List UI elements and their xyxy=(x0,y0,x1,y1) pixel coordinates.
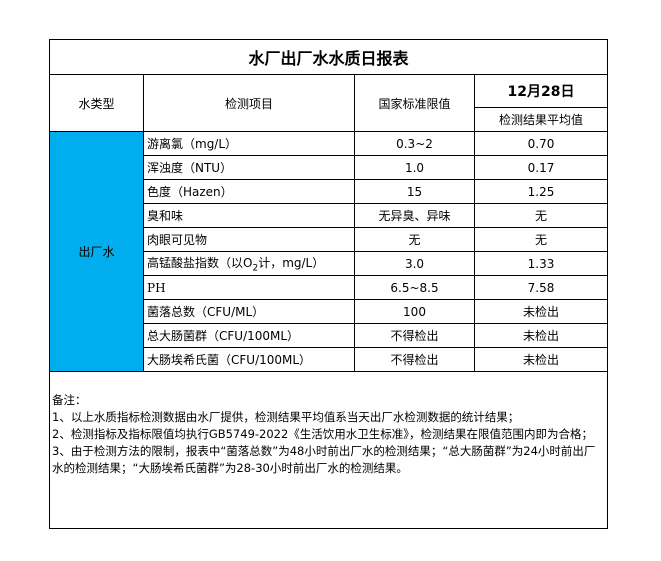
value-cell: 0.70 xyxy=(473,131,609,156)
standard-cell: 3.0 xyxy=(354,251,475,276)
item-cell: 高锰酸盐指数（以O2计，mg/L） xyxy=(143,251,355,276)
value-cell: 1.25 xyxy=(473,179,609,204)
water-type-cell: 出厂水 xyxy=(49,131,144,372)
note-item: 1、以上水质指标检测数据由水厂提供，检测结果平均值系当天出厂水检测数据的统计结果… xyxy=(52,410,520,424)
value-cell: 未检出 xyxy=(473,323,609,348)
standard-cell: 100 xyxy=(354,299,475,324)
standard-cell: 1.0 xyxy=(354,155,475,180)
standard-cell: 不得检出 xyxy=(354,323,475,348)
standard-cell: 无异臭、异味 xyxy=(354,203,475,228)
value-cell: 未检出 xyxy=(473,347,609,372)
note-item: 2、检测指标及指标限值均执行GB5749-2022《生活饮用水卫生标准》，检测结… xyxy=(52,427,594,441)
table-row: PH 6.5~8.5 7.58 xyxy=(50,275,609,300)
value-cell: 7.58 xyxy=(473,275,609,300)
water-quality-report-table: 水厂出厂水水质日报表 水类型 检测项目 国家标准限值 12月28日 检测结果平均… xyxy=(48,39,609,529)
note-item: 3、由于检测方法的限制，报表中“菌落总数”为48小时前出厂水的检测结果；“总大肠… xyxy=(52,444,596,475)
value-cell: 1.33 xyxy=(473,251,609,276)
item-cell: 臭和味 xyxy=(143,203,355,228)
header-average: 检测结果平均值 xyxy=(473,107,609,132)
item-text: 计，mg/L） xyxy=(258,255,325,270)
item-text: 高锰酸盐指数（以O xyxy=(147,255,253,270)
item-cell: PH xyxy=(143,275,355,300)
notes-heading: 备注： xyxy=(52,393,87,407)
table-row: 菌落总数（CFU/ML） 100 未检出 xyxy=(50,299,609,324)
notes-section: 备注： 1、以上水质指标检测数据由水厂提供，检测结果平均值系当天出厂水检测数据的… xyxy=(48,371,609,529)
table-row: 色度（Hazen） 15 1.25 xyxy=(50,179,609,204)
report-title: 水厂出厂水水质日报表 xyxy=(48,39,609,75)
header-water-type: 水类型 xyxy=(49,74,144,132)
item-cell: 浑浊度（NTU） xyxy=(143,155,355,180)
item-cell: 大肠埃希氏菌（CFU/100ML） xyxy=(143,347,355,372)
subscript: 2 xyxy=(252,263,259,274)
table-row: 高锰酸盐指数（以O2计，mg/L） 3.0 1.33 xyxy=(50,251,609,276)
header-item: 检测项目 xyxy=(143,74,355,132)
standard-cell: 不得检出 xyxy=(354,347,475,372)
value-cell: 无 xyxy=(473,227,609,252)
standard-cell: 无 xyxy=(354,227,475,252)
item-cell: 菌落总数（CFU/ML） xyxy=(143,299,355,324)
item-cell: 总大肠菌群（CFU/100ML） xyxy=(143,323,355,348)
item-cell: 肉眼可见物 xyxy=(143,227,355,252)
table-row: 臭和味 无异臭、异味无 xyxy=(50,203,609,228)
table-row: 大肠埃希氏菌（CFU/100ML） 不得检出 未检出 xyxy=(50,347,609,372)
value-cell: 无 xyxy=(473,203,609,228)
table-row: 出厂水 游离氯（mg/L） 0.3~2 0.70 xyxy=(49,131,609,372)
value-cell: 0.17 xyxy=(473,155,609,180)
table-row: 肉眼可见物无无 xyxy=(50,227,609,252)
item-cell: 色度（Hazen） xyxy=(143,179,355,204)
standard-cell: 0.3~2 xyxy=(354,131,475,156)
standard-cell: 6.5~8.5 xyxy=(354,275,475,300)
header-standard: 国家标准限值 xyxy=(354,74,475,132)
item-cell: 游离氯（mg/L） xyxy=(143,131,355,156)
value-cell: 未检出 xyxy=(473,299,609,324)
header-date: 12月28日 xyxy=(473,74,609,108)
table-row: 浑浊度（NTU） 1.0 0.17 xyxy=(50,155,609,180)
standard-cell: 15 xyxy=(354,179,475,204)
